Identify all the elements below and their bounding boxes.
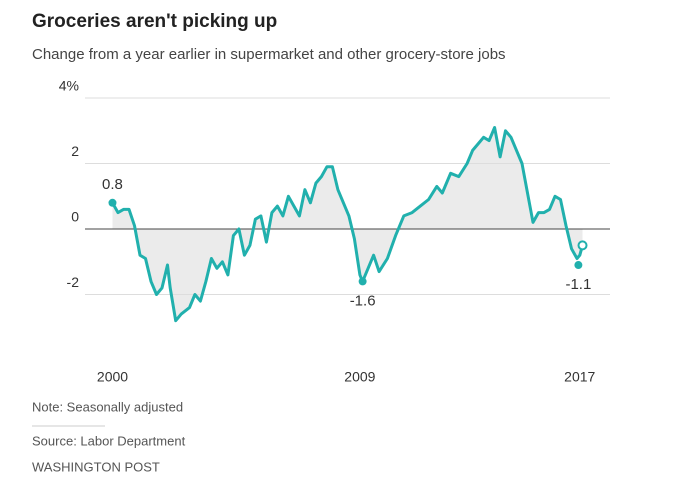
annotation-label: -1.6 <box>350 292 376 309</box>
y-tick-label: 4% <box>59 78 79 94</box>
y-tick-label: -2 <box>67 274 80 290</box>
source: Source: Labor Department <box>32 433 186 448</box>
credit: WASHINGTON POST <box>32 459 160 474</box>
x-tick-label: 2000 <box>97 369 128 385</box>
annotation-label: -1.1 <box>565 276 591 293</box>
area <box>112 127 583 321</box>
x-tick-label: 2017 <box>564 369 595 385</box>
annotation-point <box>358 277 367 286</box>
x-tick-label: 2009 <box>344 369 375 385</box>
y-tick-label: 0 <box>71 209 79 225</box>
end-point <box>577 240 588 251</box>
annotation-point <box>108 198 117 207</box>
line <box>111 126 584 323</box>
chart-title: Groceries aren't picking up <box>32 11 277 32</box>
annotation-point <box>574 261 583 270</box>
y-tick-label: 2 <box>71 143 79 159</box>
chart-subtitle: Change from a year earlier in supermarke… <box>32 46 506 63</box>
annotation-label: 0.8 <box>102 176 123 193</box>
note: Note: Seasonally adjusted <box>32 399 183 414</box>
